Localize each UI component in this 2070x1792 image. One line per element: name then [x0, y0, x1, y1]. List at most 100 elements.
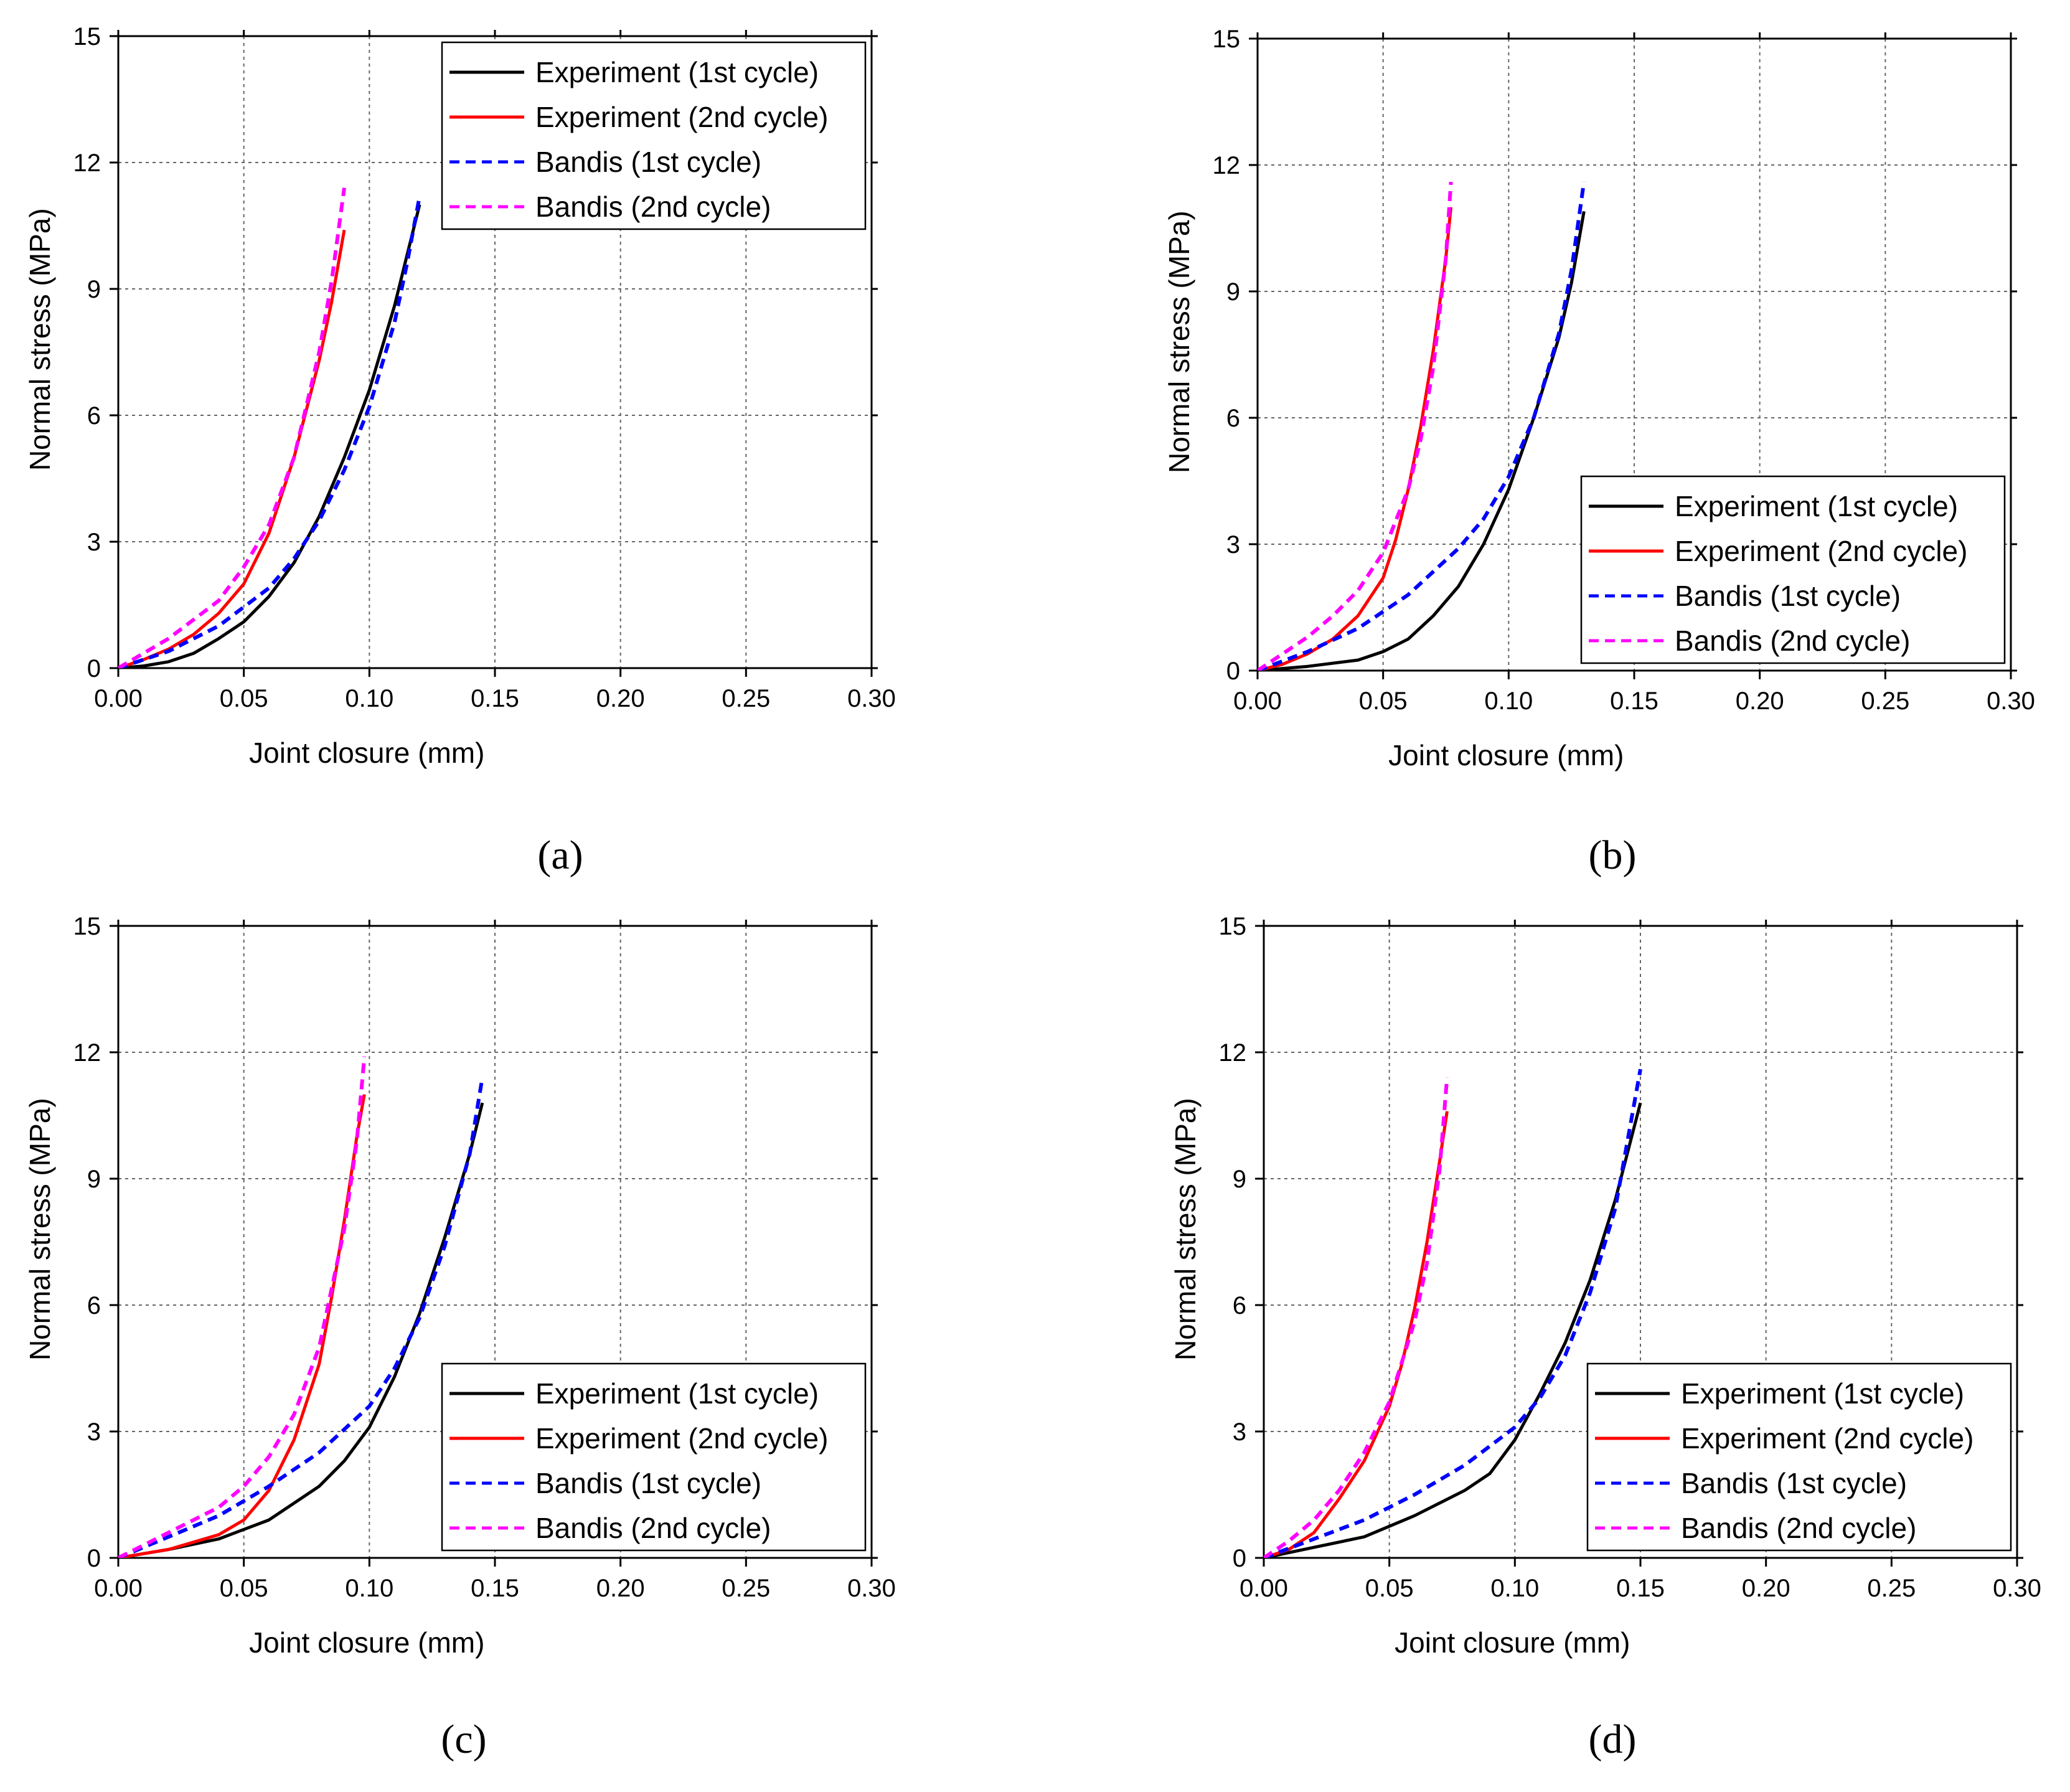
x-tick-label: 0.30 [847, 685, 896, 712]
series-line-bandis-1st-cycle [1258, 181, 1586, 671]
legend: Experiment (1st cycle) Experiment (2nd cy… [1586, 1362, 2012, 1552]
legend-entry: Bandis (1st cycle) [1681, 1467, 1907, 1499]
legend: Experiment (1st cycle) Experiment (2nd cy… [1580, 475, 2006, 664]
x-tick-label: 0.30 [1993, 1575, 2041, 1602]
legend-entry: Experiment (2nd cycle) [1675, 535, 1967, 567]
legend-entry: Bandis (1st cycle) [535, 146, 761, 178]
y-axis-label: Normal stress (MPa) [24, 208, 56, 471]
chart-panel-a: 0.00 0.05 0.10 0.15 0.20 0.25 0.30 0 3 6 9 12 15 Join… [24, 23, 896, 769]
series-line-bandis-2nd-cycle [1258, 181, 1453, 671]
y-axis-label: Normal stress (MPa) [1169, 1098, 1202, 1361]
x-tick-label: 0.05 [220, 1575, 268, 1602]
chart-panel-d: 0.00 0.05 0.10 0.15 0.20 0.25 0.30 0 3 6 9 12 15 Join… [1169, 913, 2041, 1659]
x-tick-label: 0.15 [1616, 1575, 1665, 1602]
y-tick-label: 15 [73, 913, 101, 940]
panel-caption: (b) [1589, 832, 1637, 878]
series-line-experiment-2nd-cycle [1258, 207, 1453, 671]
legend-entry: Bandis (2nd cycle) [1681, 1512, 1916, 1544]
y-tick-label: 15 [1213, 26, 1241, 53]
x-axis-label: Joint closure (mm) [249, 737, 484, 769]
x-tick-label: 0.00 [1240, 1575, 1288, 1602]
x-tick-label: 0.30 [1987, 687, 2035, 715]
legend-entry: Bandis (2nd cycle) [535, 191, 771, 223]
x-tick-label: 0.10 [1484, 687, 1533, 715]
panel-caption: (d) [1589, 1717, 1637, 1762]
legend-entry: Experiment (1st cycle) [1681, 1377, 1964, 1410]
x-tick-label: 0.05 [220, 685, 268, 712]
series-line-bandis-1st-cycle [1264, 1068, 1642, 1558]
x-tick-label: 0.25 [722, 1575, 770, 1602]
y-tick-label: 6 [87, 402, 101, 430]
y-tick-label: 3 [1226, 531, 1240, 559]
series-line-experiment-1st-cycle [118, 1102, 484, 1558]
legend-entry: Bandis (1st cycle) [1675, 580, 1901, 612]
series-line-bandis-2nd-cycle [1264, 1077, 1449, 1558]
y-tick-label: 12 [73, 1039, 101, 1067]
series-line-bandis-1st-cycle [118, 196, 421, 668]
legend-entry: Bandis (1st cycle) [535, 1467, 761, 1499]
x-tick-label: 0.00 [94, 685, 143, 712]
y-axis-label: Normal stress (MPa) [1163, 210, 1195, 473]
legend: Experiment (1st cycle) Experiment (2nd cy… [441, 41, 867, 230]
x-tick-label: 0.20 [596, 685, 645, 712]
y-tick-label: 9 [1226, 278, 1240, 306]
y-tick-label: 12 [1219, 1039, 1247, 1067]
x-tick-label: 0.20 [596, 1575, 645, 1602]
panel-caption: (c) [441, 1717, 486, 1762]
x-tick-label: 0.15 [471, 1575, 519, 1602]
chart-panel-b: 0.00 0.05 0.10 0.15 0.20 0.25 0.30 0 3 6 9 12 15 Join… [1163, 26, 2035, 771]
y-tick-label: 15 [1219, 913, 1247, 940]
legend-entry: Experiment (1st cycle) [535, 1377, 819, 1410]
x-tick-label: 0.00 [1233, 687, 1282, 715]
x-tick-label: 0.20 [1736, 687, 1784, 715]
legend-entry: Experiment (2nd cycle) [535, 1422, 828, 1455]
chart-panel-c: 0.00 0.05 0.10 0.15 0.20 0.25 0.30 0 3 6 9 12 15 Join… [24, 913, 896, 1659]
y-axis-label: Normal stress (MPa) [24, 1098, 56, 1361]
legend-entry: Experiment (2nd cycle) [1681, 1422, 1974, 1455]
x-tick-label: 0.25 [1861, 687, 1909, 715]
legend-entry: Bandis (2nd cycle) [535, 1512, 771, 1544]
x-tick-label: 0.25 [1867, 1575, 1916, 1602]
series-line-experiment-2nd-cycle [118, 229, 346, 668]
x-axis-label: Joint closure (mm) [249, 1626, 484, 1659]
legend-entry: Experiment (2nd cycle) [535, 101, 828, 133]
x-tick-label: 0.15 [1610, 687, 1658, 715]
y-tick-label: 12 [73, 149, 101, 177]
y-tick-label: 15 [73, 23, 101, 50]
y-tick-label: 0 [1233, 1545, 1246, 1572]
y-tick-label: 3 [87, 1418, 101, 1446]
legend-entry: Bandis (2nd cycle) [1675, 625, 1910, 657]
series-line-bandis-2nd-cycle [118, 187, 346, 668]
x-tick-label: 0.25 [722, 685, 770, 712]
series-line-experiment-1st-cycle [118, 204, 421, 668]
series-line-experiment-2nd-cycle [1264, 1111, 1449, 1558]
y-tick-label: 0 [1226, 658, 1240, 685]
legend-entry: Experiment (1st cycle) [535, 56, 819, 88]
panel-caption: (a) [537, 832, 583, 878]
y-tick-label: 6 [87, 1292, 101, 1319]
x-tick-label: 0.30 [847, 1575, 896, 1602]
legend-entry: Experiment (1st cycle) [1675, 490, 1958, 522]
y-tick-label: 9 [87, 276, 101, 303]
y-tick-label: 9 [87, 1166, 101, 1193]
series-line-bandis-2nd-cycle [118, 1056, 367, 1558]
x-tick-label: 0.20 [1742, 1575, 1790, 1602]
x-tick-label: 0.05 [1365, 1575, 1414, 1602]
x-tick-label: 0.10 [345, 1575, 393, 1602]
x-tick-label: 0.05 [1359, 687, 1408, 715]
x-tick-label: 0.10 [345, 685, 393, 712]
y-tick-label: 9 [1233, 1166, 1246, 1193]
x-axis-label: Joint closure (mm) [1395, 1626, 1630, 1659]
x-axis-label: Joint closure (mm) [1388, 739, 1624, 771]
x-tick-label: 0.15 [471, 685, 519, 712]
y-tick-label: 6 [1233, 1292, 1246, 1319]
y-tick-label: 6 [1226, 405, 1240, 432]
x-tick-label: 0.00 [94, 1575, 143, 1602]
y-tick-label: 12 [1213, 152, 1241, 179]
series-line-bandis-1st-cycle [118, 1077, 484, 1558]
y-tick-label: 0 [87, 655, 101, 682]
y-tick-label: 0 [87, 1545, 101, 1572]
x-tick-label: 0.10 [1490, 1575, 1539, 1602]
y-tick-label: 3 [1233, 1418, 1246, 1446]
